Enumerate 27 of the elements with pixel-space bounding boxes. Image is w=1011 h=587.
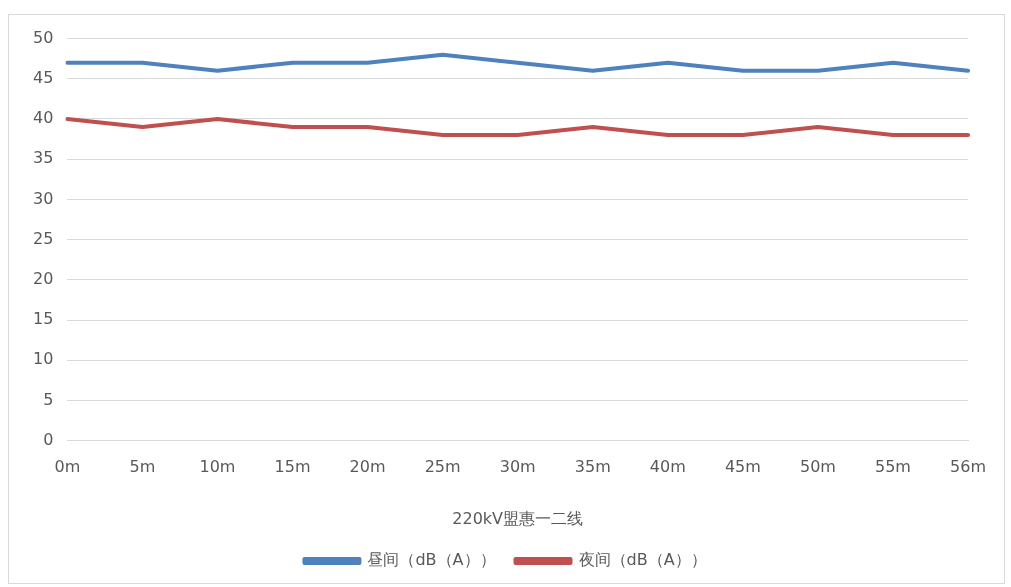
x-tick-label: 35m [574, 457, 611, 477]
x-tick-label: 45m [724, 457, 761, 477]
y-tick-label: 35 [33, 148, 54, 168]
y-tick-label: 30 [33, 188, 54, 208]
x-axis-title: 220kV盟惠一二线 [452, 508, 584, 528]
y-tick-label: 0 [43, 429, 54, 449]
legend-label: 昼间（dB（A）） [367, 550, 496, 570]
y-tick-label: 5 [43, 389, 54, 409]
x-tick-label: 15m [274, 457, 311, 477]
y-tick-label: 15 [33, 309, 54, 329]
y-tick-label: 10 [33, 349, 54, 369]
y-tick-label: 45 [33, 67, 54, 87]
x-tick-label: 55m [875, 457, 911, 477]
y-tick-label: 25 [33, 228, 54, 248]
x-tick-label: 5m [129, 457, 156, 477]
x-tick-label: 50m [799, 457, 836, 477]
legend-label: 夜间（dB（A）） [578, 550, 707, 570]
y-tick-label: 40 [33, 108, 54, 128]
x-tick-label: 0m [54, 457, 81, 477]
x-tick-label: 25m [424, 457, 461, 477]
y-tick-label: 20 [33, 268, 54, 288]
x-tick-label: 30m [499, 457, 536, 477]
y-tick-label: 50 [33, 27, 54, 47]
x-tick-label: 40m [649, 457, 686, 477]
x-tick-label: 56m [950, 457, 986, 477]
x-tick-label: 10m [199, 457, 236, 477]
x-tick-label: 20m [349, 457, 386, 477]
